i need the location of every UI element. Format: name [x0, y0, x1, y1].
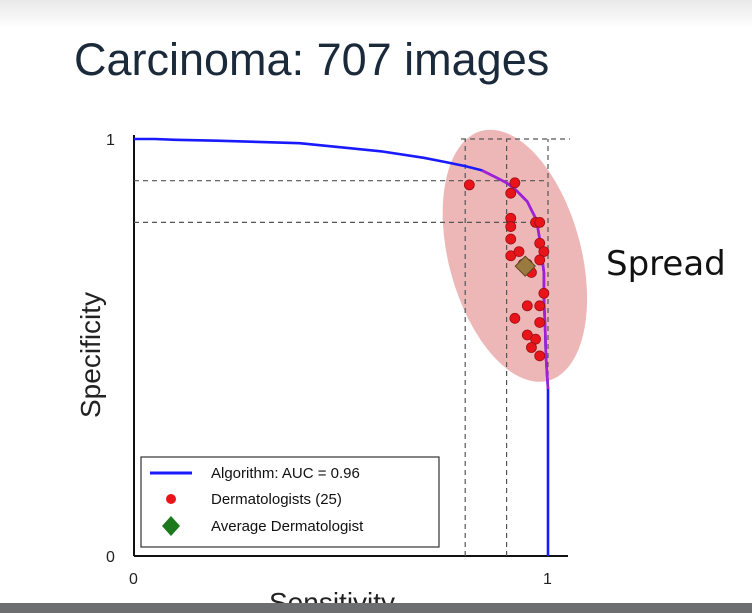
page-title: Carcinoma: 707 images: [74, 34, 550, 85]
dermatologist-point-21: [526, 342, 537, 353]
legend-swatch-dermatologists: [166, 494, 176, 504]
dermatologist-point-1: [509, 177, 521, 189]
legend-swatch-average: [162, 516, 180, 536]
dermatologist-point-16: [521, 300, 533, 312]
legend-label-algorithm: Algorithm: AUC = 0.96: [211, 465, 360, 482]
dermatologist-point-17: [509, 312, 521, 324]
bottom-bar: [0, 603, 752, 613]
dermatologist-point-10: [534, 216, 546, 228]
dermatologist-point-2: [505, 187, 517, 199]
dermatologist-point-7: [513, 246, 525, 257]
average-dermatologist-marker: [514, 255, 536, 277]
y-tick-label-1: 1: [106, 132, 115, 149]
legend-label-dermatologists: Dermatologists (25): [211, 491, 342, 508]
y-tick-label-0: 0: [106, 549, 115, 566]
y-axis-label: Specificity: [75, 292, 106, 418]
dermatologist-point-22: [534, 350, 546, 362]
dermatologist-point-5: [505, 233, 517, 245]
dermatologist-point-13: [534, 254, 546, 266]
spread-annotation: Spread: [606, 244, 726, 284]
dermatologist-point-14: [538, 287, 550, 299]
x-tick-label-0: 0: [129, 571, 138, 588]
dermatologist-point-15: [534, 300, 546, 312]
header-strip: [0, 0, 752, 28]
dermatologist-point-4: [505, 221, 517, 232]
legend-label-average: Average Dermatologist: [211, 518, 364, 535]
dermatologist-point-0: [463, 179, 475, 191]
x-tick-label-1: 1: [543, 571, 552, 588]
dermatologist-point-18: [534, 317, 546, 328]
legend: Algorithm: AUC = 0.96 Dermatologists (25)…: [140, 456, 440, 548]
